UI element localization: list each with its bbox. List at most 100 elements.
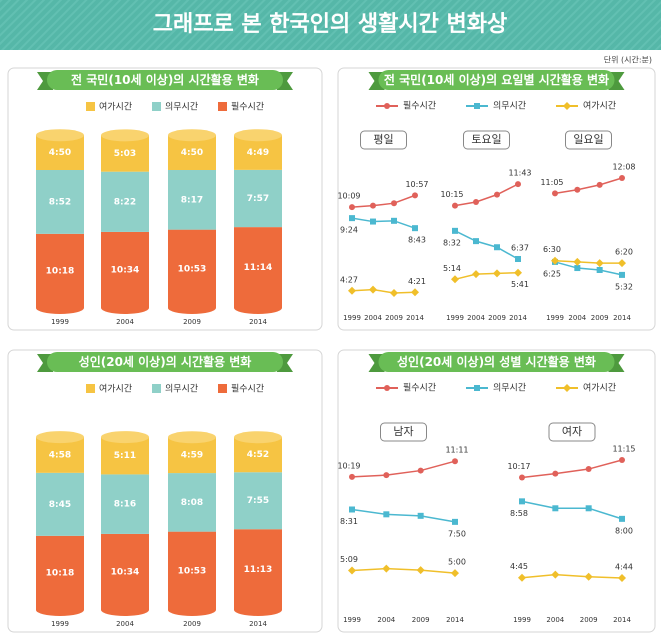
point bbox=[349, 506, 355, 513]
point bbox=[595, 259, 604, 268]
point bbox=[348, 566, 356, 575]
title-banner bbox=[0, 0, 661, 50]
point bbox=[515, 181, 521, 188]
bar-top-cap bbox=[234, 129, 282, 142]
point bbox=[519, 498, 525, 505]
value-label: 6:30 bbox=[543, 245, 561, 254]
value-label: 5:09 bbox=[340, 555, 358, 564]
bar-top-cap bbox=[101, 431, 149, 444]
point bbox=[412, 225, 418, 232]
value-label: 8:00 bbox=[615, 526, 633, 535]
point bbox=[348, 286, 356, 295]
point bbox=[574, 265, 581, 272]
point bbox=[494, 191, 500, 198]
point bbox=[417, 512, 424, 519]
point bbox=[552, 505, 559, 512]
point bbox=[412, 192, 418, 199]
bar-top-cap bbox=[36, 431, 84, 444]
point bbox=[494, 244, 500, 251]
value-label: 5:00 bbox=[448, 558, 466, 567]
value-label: 11:15 bbox=[612, 445, 635, 454]
subpanel-title: 남자 bbox=[393, 425, 413, 438]
point bbox=[573, 257, 582, 266]
point bbox=[451, 275, 459, 284]
x-tick-label: 2004 bbox=[364, 314, 382, 322]
point bbox=[452, 458, 458, 465]
point bbox=[618, 259, 626, 268]
point bbox=[416, 566, 425, 575]
point bbox=[552, 190, 558, 197]
bar-top-cap bbox=[36, 129, 84, 142]
point bbox=[619, 515, 625, 522]
value-label: 11:11 bbox=[445, 446, 468, 455]
value-label: 6:20 bbox=[615, 248, 633, 257]
bar-segment bbox=[234, 227, 282, 308]
x-tick-label: 2004 bbox=[116, 620, 134, 628]
unit-note: 단위 (시간:분) bbox=[604, 55, 652, 65]
bar-top-cap bbox=[168, 431, 216, 444]
point bbox=[574, 186, 581, 193]
value-label: 12:08 bbox=[612, 163, 635, 172]
bar-top-cap bbox=[101, 129, 149, 142]
value-label: 4:49 bbox=[247, 148, 269, 158]
legend-label: 필수시간 bbox=[403, 100, 436, 112]
value-label: 10:34 bbox=[111, 265, 140, 275]
value-label: 7:50 bbox=[448, 529, 466, 538]
x-tick-label: 2004 bbox=[568, 314, 586, 322]
point bbox=[563, 384, 571, 392]
series-line bbox=[454, 271, 519, 281]
series-line bbox=[351, 460, 456, 478]
ribbon bbox=[378, 70, 615, 90]
legend-label: 필수시간 bbox=[403, 382, 436, 394]
x-tick-label: 2014 bbox=[613, 314, 631, 322]
x-tick-label: 1999 bbox=[343, 314, 361, 322]
subpanel-title: 여자 bbox=[562, 425, 582, 438]
bar-segment bbox=[36, 170, 84, 234]
subpanel-title: 토요일 bbox=[471, 132, 501, 146]
value-label: 6:25 bbox=[543, 269, 561, 278]
value-label: 10:53 bbox=[178, 264, 207, 274]
value-label: 4:52 bbox=[247, 450, 269, 460]
ribbon bbox=[378, 352, 615, 372]
point bbox=[383, 472, 390, 479]
x-tick-label: 2009 bbox=[591, 314, 609, 322]
value-label: 4:50 bbox=[49, 148, 71, 158]
x-tick-label: 2004 bbox=[546, 616, 564, 624]
series-line bbox=[521, 459, 623, 479]
subpanel-title-box bbox=[360, 130, 407, 150]
legend-label: 의무시간 bbox=[493, 101, 526, 112]
point bbox=[518, 573, 526, 582]
x-tick-label: 2014 bbox=[613, 616, 631, 624]
point bbox=[584, 572, 593, 581]
point bbox=[417, 467, 424, 474]
value-label: 8:32 bbox=[443, 238, 461, 247]
value-label: 4:45 bbox=[510, 562, 528, 571]
bar-segment bbox=[168, 473, 216, 532]
bar-segment bbox=[234, 529, 282, 610]
legend-label: 여가시간 bbox=[99, 101, 132, 113]
x-tick-label: 2014 bbox=[249, 318, 267, 326]
point bbox=[411, 288, 419, 297]
point bbox=[391, 200, 397, 207]
bar-segment bbox=[101, 437, 149, 475]
bar-segment bbox=[168, 531, 216, 610]
x-tick-label: 1999 bbox=[513, 616, 531, 624]
value-label: 8:16 bbox=[114, 500, 136, 510]
bar-segment bbox=[101, 533, 149, 610]
value-label: 8:31 bbox=[340, 517, 358, 526]
point bbox=[391, 217, 397, 224]
value-label: 10:15 bbox=[440, 190, 463, 199]
value-label: 7:57 bbox=[247, 194, 269, 204]
panel-title: 전 국민(10세 이상)의 요일별 시간활용 변화 bbox=[384, 72, 609, 87]
bar-top-cap bbox=[234, 431, 282, 444]
series-line bbox=[454, 230, 519, 260]
value-label: 8:08 bbox=[181, 498, 203, 508]
subpanel-title: 평일 bbox=[373, 132, 393, 146]
point bbox=[552, 470, 559, 477]
x-tick-label: 1999 bbox=[546, 314, 564, 322]
series-line bbox=[351, 508, 456, 523]
x-tick-label: 1999 bbox=[446, 314, 464, 322]
legend-label: 여가시간 bbox=[583, 100, 616, 112]
x-tick-label: 2014 bbox=[509, 314, 527, 322]
